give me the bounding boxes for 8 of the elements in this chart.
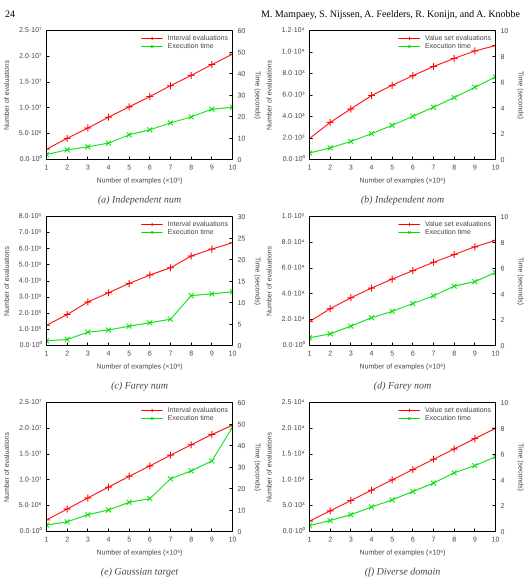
text: (c) Farey num [111,380,168,392]
text: 24 [5,8,15,22]
text: (f) Diverse domain [364,566,440,578]
text: M. Mampaey, S. Nijssen, A. Feelders, R. Konijn, and A. Knobbe [260,8,520,22]
text: (d) Farey nom [374,380,432,392]
text: (a) Independent num [98,194,182,206]
text: (b) Independent nom [360,194,444,206]
text: (e) Gaussian target [100,566,178,578]
